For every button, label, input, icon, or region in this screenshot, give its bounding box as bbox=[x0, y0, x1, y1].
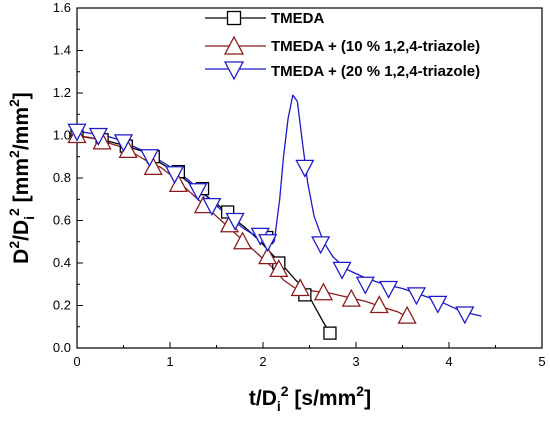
y-tick-label: 1.0 bbox=[53, 128, 71, 143]
data-point-triangle-up bbox=[290, 278, 310, 297]
x-tick-label: 1 bbox=[166, 354, 173, 369]
legend-marker-0 bbox=[226, 10, 242, 26]
y-tick-label: 0.8 bbox=[53, 170, 71, 185]
legend-label-2: TMEDA + (20 % 1,2,4-triazole) bbox=[271, 63, 480, 80]
data-point-triangle-up bbox=[369, 295, 389, 314]
data-point-triangle-up bbox=[258, 246, 278, 265]
series-lines bbox=[76, 94, 482, 334]
data-point-triangle-down bbox=[225, 212, 245, 231]
data-point-triangle-down bbox=[378, 280, 399, 299]
data-point-triangle-down bbox=[332, 261, 352, 280]
series-line-2 bbox=[76, 94, 482, 317]
x-tick-label: 0 bbox=[73, 354, 80, 369]
y-axis-title: D2/Di2 [mm2/mm2] bbox=[6, 92, 37, 264]
axis-ticks: 0 1 2 3 4 5 0.0 0.2 0.4 0.6 0.8 1.0 1.2 1.4 1.6 bbox=[53, 0, 546, 369]
y-tick-label: 1.2 bbox=[53, 85, 71, 100]
data-point-triangle-up bbox=[269, 258, 289, 278]
y-tick-label: 0.0 bbox=[53, 340, 71, 355]
y-tick-label: 0.2 bbox=[53, 298, 71, 313]
legend-marker-1 bbox=[223, 35, 245, 55]
series-line-0 bbox=[76, 134, 331, 334]
data-point-square bbox=[323, 326, 337, 340]
series-markers bbox=[67, 123, 475, 340]
legend-marker-2 bbox=[223, 61, 245, 81]
data-point-triangle-down bbox=[165, 166, 185, 185]
x-tick-label: 3 bbox=[352, 354, 359, 369]
legend-label-1: TMEDA + (10 % 1,2,4-triazole) bbox=[271, 38, 480, 55]
y-tick-label: 1.4 bbox=[53, 43, 71, 58]
data-point-triangle-down bbox=[295, 159, 315, 178]
legend-label-0: TMEDA bbox=[271, 10, 324, 27]
data-point-triangle-down bbox=[455, 306, 475, 325]
data-point-triangle-down bbox=[188, 183, 208, 202]
x-axis-title: t/Di2 [s/mm2] bbox=[249, 383, 371, 414]
data-point-triangle-down bbox=[406, 287, 427, 306]
y-tick-label: 0.4 bbox=[53, 255, 71, 270]
x-tick-label: 5 bbox=[538, 354, 545, 369]
data-point-triangle-down bbox=[202, 197, 222, 217]
data-point-triangle-up bbox=[313, 282, 334, 301]
data-point-triangle-up bbox=[143, 156, 163, 176]
data-point-triangle-down bbox=[113, 134, 134, 153]
y-tick-label: 1.6 bbox=[53, 0, 71, 15]
y-tick-label: 0.6 bbox=[53, 213, 71, 228]
data-point-triangle-down bbox=[355, 276, 375, 295]
data-point-triangle-up bbox=[168, 173, 188, 193]
data-point-triangle-up bbox=[341, 288, 361, 307]
data-point-triangle-down bbox=[88, 127, 108, 146]
data-point-triangle-down bbox=[139, 149, 160, 168]
x-tick-label: 2 bbox=[259, 354, 266, 369]
data-point-triangle-down bbox=[258, 234, 278, 253]
legend: TMEDA TMEDA + (10 % 1,2,4-triazole) TMED… bbox=[205, 10, 480, 81]
data-point-triangle-down bbox=[311, 236, 331, 255]
data-point-triangle-down bbox=[67, 123, 87, 142]
x-tick-label: 4 bbox=[445, 354, 452, 369]
data-point-triangle-up bbox=[232, 231, 253, 250]
data-point-triangle-down bbox=[428, 295, 448, 314]
data-point-triangle-up bbox=[397, 305, 417, 324]
